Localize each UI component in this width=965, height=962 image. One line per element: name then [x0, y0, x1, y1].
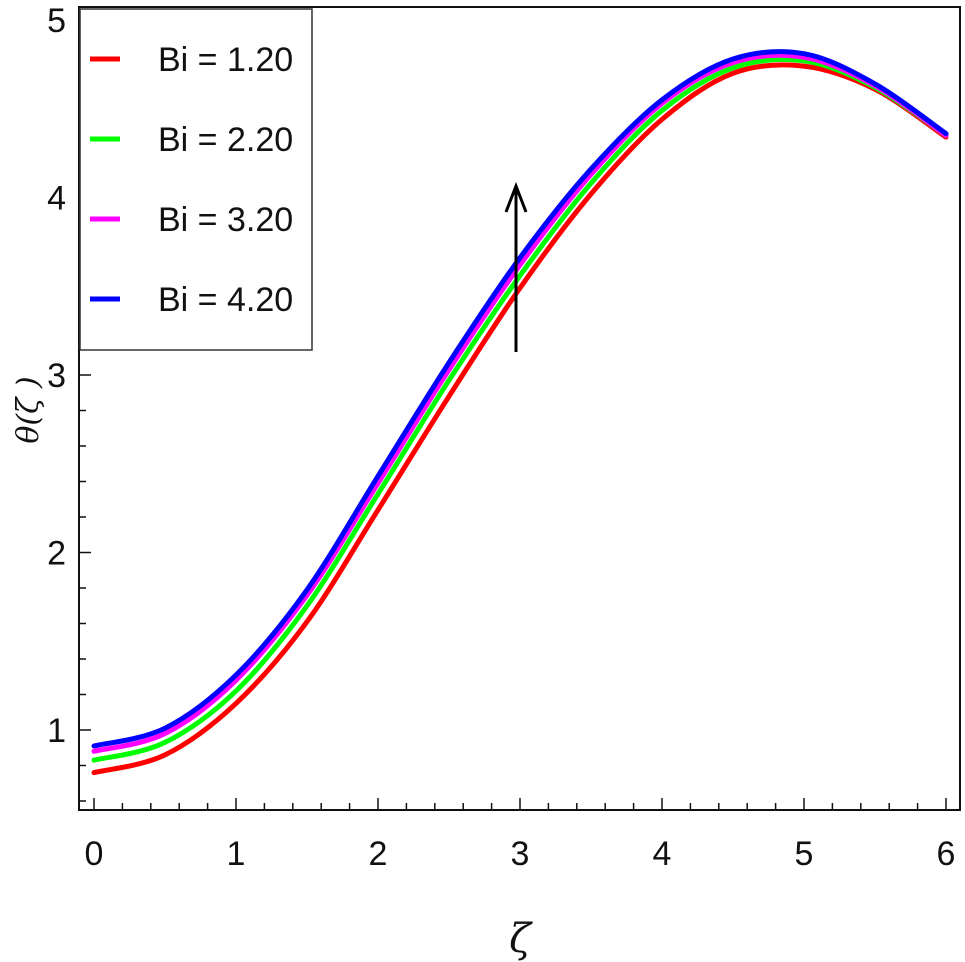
- legend-label-2: Bi = 2.20: [158, 121, 293, 159]
- series-line-4: [91, 49, 949, 749]
- legend-box: [79, 8, 313, 351]
- x-axis-ticks: 0 1 2 3 4 5 6: [85, 798, 956, 873]
- legend: Bi = 1.20 Bi = 2.20 Bi = 3.20 Bi = 4.20: [79, 8, 313, 351]
- series-line-3: [91, 52, 949, 754]
- y-tick-label: 3: [47, 357, 66, 395]
- series-line-2: [91, 56, 949, 763]
- x-tick-label: 5: [795, 835, 814, 873]
- y-tick-label: 2: [47, 535, 66, 573]
- x-tick-label: 4: [653, 835, 672, 873]
- legend-label-1: Bi = 1.20: [158, 41, 293, 79]
- y-tick-label: 4: [47, 180, 66, 218]
- y-tick-label: 5: [47, 2, 66, 40]
- x-tick-label: 2: [369, 835, 388, 873]
- y-axis-label: θ(ζ ): [11, 376, 46, 443]
- legend-label-3: Bi = 3.20: [158, 201, 293, 239]
- legend-label-4: Bi = 4.20: [158, 281, 293, 319]
- x-axis-label: ζ: [509, 916, 533, 962]
- x-tick-label: 1: [227, 835, 246, 873]
- trend-arrow: [504, 181, 528, 352]
- x-tick-label: 3: [511, 835, 530, 873]
- series-line-1: [91, 62, 949, 776]
- x-tick-label: 0: [85, 835, 104, 873]
- series-layer: [91, 49, 949, 776]
- y-tick-label: 1: [47, 712, 66, 750]
- x-tick-label: 6: [937, 835, 956, 873]
